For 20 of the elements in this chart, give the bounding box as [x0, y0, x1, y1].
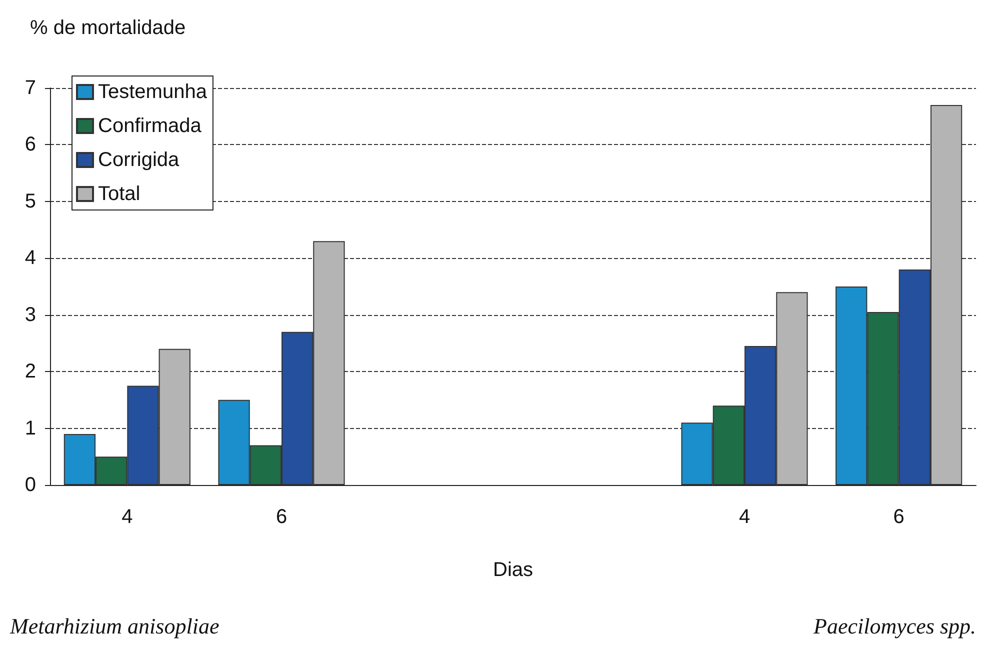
y-tick-label: 6 [24, 134, 36, 156]
legend-label: Total [98, 183, 140, 205]
y-axis-title: % de mortalidade [30, 17, 186, 39]
y-tick-label: 3 [24, 304, 36, 326]
y-tick-label: 1 [24, 417, 36, 440]
text: Paecilomyces spp. [812, 614, 976, 638]
y-tick-label: 7 [24, 77, 36, 99]
x-tick-label: 6 [276, 506, 288, 528]
x-tick-label: 6 [893, 506, 904, 528]
y-tick-label: 2 [24, 360, 36, 383]
x-tick-label: 4 [738, 506, 750, 528]
legend-label: Confirmada [98, 115, 202, 137]
x-axis-title: Dias [492, 559, 534, 581]
y-tick-label: 4 [24, 247, 36, 270]
text: Metarhizium anisopliae [9, 614, 220, 638]
x-tick-label: 4 [122, 506, 133, 528]
y-tick-label: 0 [24, 474, 36, 496]
legend-label: Corrigida [98, 149, 180, 171]
legend-label: Testemunha [98, 81, 208, 103]
y-tick-label: 5 [24, 190, 36, 212]
